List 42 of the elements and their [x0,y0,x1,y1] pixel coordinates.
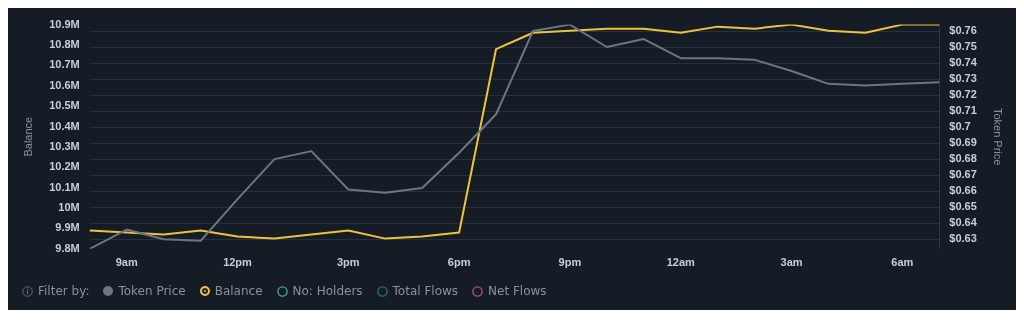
x-tick-label: 3am [780,256,803,269]
y2-tick-label: $0.73 [949,72,977,85]
y-tick-label: 10.4M [49,119,80,132]
y2-tick-label: $0.75 [949,40,977,53]
y2-tick-label: $0.76 [949,24,977,37]
y2-tick-label: $0.66 [949,184,977,197]
y-tick-label: 10.9M [49,17,80,30]
y-tick-label: 10.5M [49,99,80,112]
y2-tick-label: $0.72 [949,88,977,101]
x-tick-label: 9pm [558,256,582,269]
y2-tick-label: $0.67 [949,168,977,181]
y2-tick-label: $0.68 [949,152,977,165]
x-tick-label: 12am [666,256,696,269]
text: Total Flows [392,284,459,298]
x-tick-label: 6pm [447,256,471,269]
y-tick-label: 10.1M [49,180,80,193]
y-tick-label: 10.7M [49,58,80,71]
y-tick-label: 10M [58,201,80,214]
y2-tick-label: $0.63 [949,232,977,245]
legend-label: Balance [214,284,263,298]
y2-tick-label: $0.71 [949,104,977,117]
y-tick-label: 10.8M [49,38,80,51]
text: No: Holders [292,284,363,298]
y2-tick-label: $0.69 [949,136,977,149]
x-tick-label: 6am [891,256,914,269]
legend-label: Token Price [118,284,186,298]
x-tick-label: 12pm [223,256,253,269]
y2-tick-label: $0.65 [949,200,977,213]
y2-axis-title: Token Price [992,107,1005,166]
legend-title: Filter by: [38,284,90,298]
y-tick-label: 10.6M [49,78,80,91]
y-tick-label: 10.3M [49,139,80,152]
y-axis-title: Balance [21,116,34,157]
x-tick-label: 9am [115,256,138,269]
y2-tick-label: $0.7 [949,120,971,133]
y2-tick-label: $0.64 [949,216,978,229]
text: Net Flows [488,284,547,298]
y-tick-label: 9.9M [55,221,80,234]
y-tick-label: 9.8M [55,241,80,254]
y-tick-label: 10.2M [49,160,80,173]
x-tick-label: 3pm [337,256,360,269]
y2-tick-label: $0.74 [949,56,978,69]
